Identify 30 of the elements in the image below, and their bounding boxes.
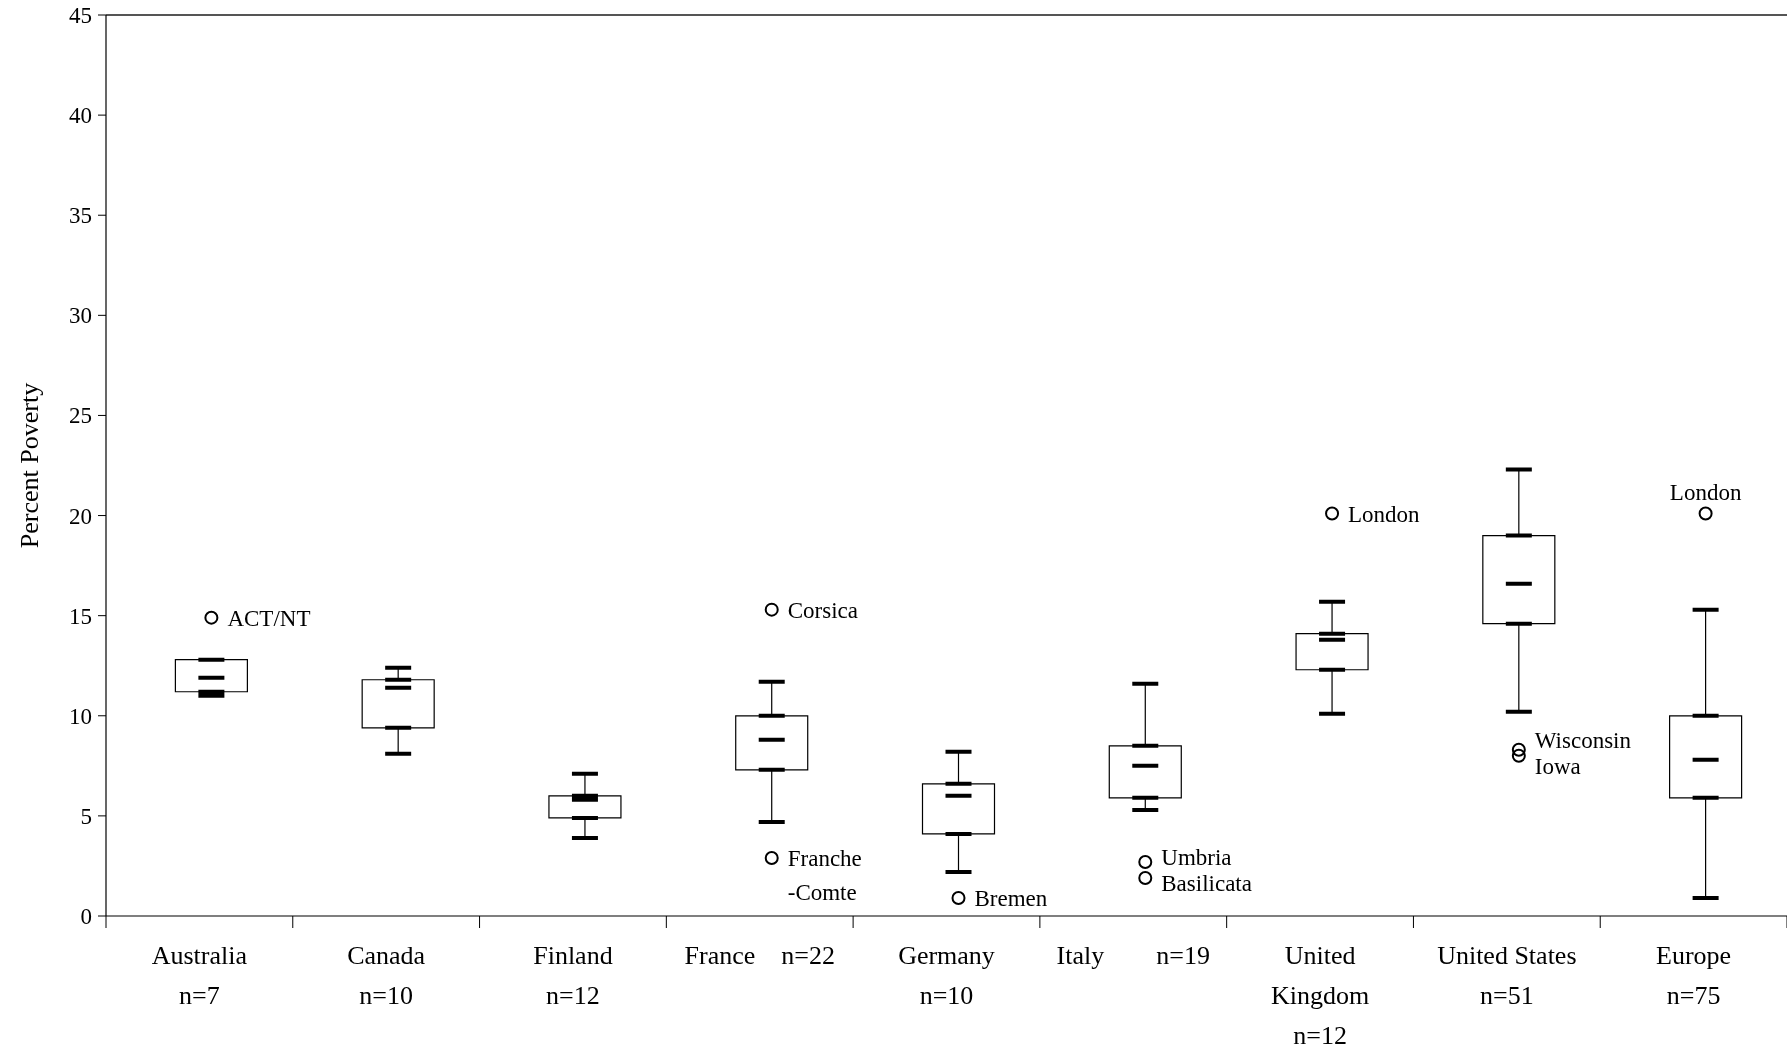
- annotation: Wisconsin: [1534, 727, 1632, 753]
- x-tick-label: Finland n=12: [533, 941, 613, 1010]
- y-tick-label: 0: [80, 904, 92, 930]
- y-tick-label: 5: [80, 803, 92, 829]
- x-tick-label: Germany n=10: [898, 941, 995, 1010]
- annotation: ACT/NT: [227, 605, 311, 631]
- annotation: Franche -Comte: [787, 845, 862, 905]
- annotation: Iowa: [1534, 753, 1581, 779]
- y-tick-label: 40: [69, 103, 92, 129]
- x-tick-label: United Kingdom n=12: [1270, 941, 1370, 1050]
- annotation: London: [1348, 501, 1421, 527]
- annotation: London: [1669, 479, 1742, 505]
- x-tick-label: France n=22: [684, 941, 835, 970]
- y-tick-label: 45: [69, 3, 92, 29]
- x-tick-label: United States n=51: [1437, 941, 1577, 1010]
- x-tick-label: Italy n=19: [1056, 941, 1210, 970]
- x-tick-label: Canada n=10: [347, 941, 426, 1010]
- y-tick-label: 15: [69, 603, 92, 629]
- x-tick-label: Europe n=75: [1656, 941, 1732, 1010]
- y-tick-label: 35: [69, 203, 92, 229]
- annotation: Corsica: [787, 597, 858, 623]
- y-tick-label: 25: [69, 403, 92, 429]
- y-tick-label: 20: [69, 503, 92, 529]
- annotation: Bremen: [974, 886, 1048, 912]
- y-axis-title: Percent Poverty: [15, 382, 44, 549]
- annotation: Umbria: [1161, 845, 1232, 870]
- x-tick-label: Australia n=7: [151, 941, 248, 1010]
- y-tick-label: 10: [69, 703, 92, 729]
- y-tick-label: 30: [69, 303, 92, 329]
- annotation: Basilicata: [1161, 871, 1252, 896]
